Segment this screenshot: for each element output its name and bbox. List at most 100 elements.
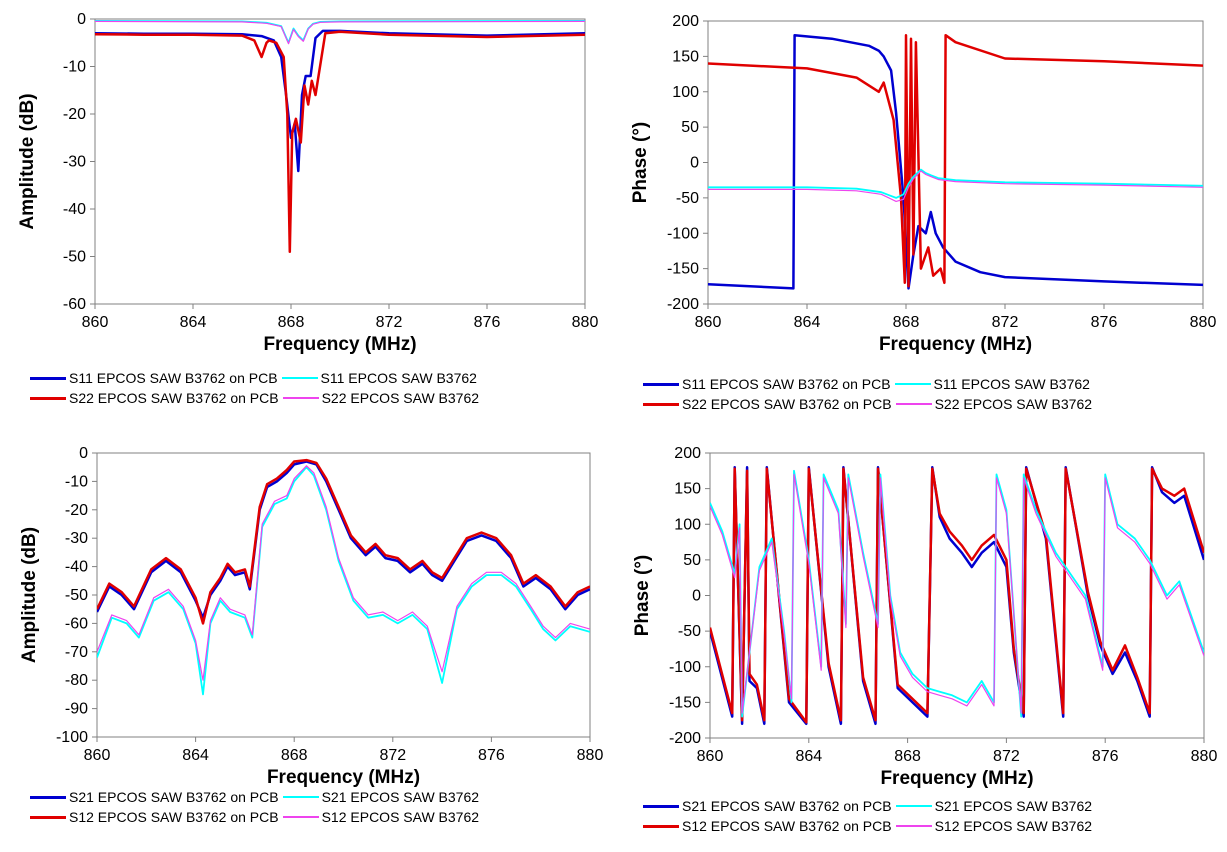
y-tick-label: 0 bbox=[79, 445, 88, 462]
y-axis-label: Amplitude (dB) bbox=[19, 527, 40, 663]
y-tick-label: -200 bbox=[669, 730, 701, 747]
y-tick-label: -30 bbox=[65, 530, 88, 547]
series-line-1 bbox=[95, 30, 585, 254]
legend-item: S22 EPCOS SAW B3762 on PCB bbox=[30, 388, 279, 408]
x-tick-label: 868 bbox=[278, 314, 305, 331]
y-tick-label: -80 bbox=[65, 672, 88, 689]
legend-row: S11 EPCOS SAW B3762 on PCB S11 EPCOS SAW … bbox=[30, 368, 479, 388]
x-tick-label: 860 bbox=[697, 748, 724, 765]
y-tick-label: -50 bbox=[678, 623, 701, 640]
y-tick-label: -20 bbox=[63, 106, 86, 123]
x-tick-label: 868 bbox=[894, 748, 921, 765]
legend-label: S22 EPCOS SAW B3762 bbox=[321, 390, 480, 406]
legend-swatch bbox=[895, 805, 932, 807]
legend-swatch bbox=[281, 377, 318, 379]
legend-swatch bbox=[643, 382, 679, 386]
y-tick-label: -10 bbox=[63, 59, 86, 76]
legend-label: S12 EPCOS SAW B3762 on PCB bbox=[69, 809, 279, 825]
y-tick-label: -50 bbox=[676, 190, 699, 207]
legend-item: S22 EPCOS SAW B3762 bbox=[895, 394, 1092, 414]
legend-swatch bbox=[30, 795, 66, 799]
x-tick-label: 880 bbox=[577, 747, 604, 764]
y-tick-label: -100 bbox=[56, 729, 88, 746]
legend-item: S12 EPCOS SAW B3762 bbox=[895, 816, 1093, 836]
legend-item: S22 EPCOS SAW B3762 bbox=[282, 388, 480, 408]
x-tick-label: 864 bbox=[795, 748, 822, 765]
legend-item: S11 EPCOS SAW B3762 on PCB bbox=[30, 368, 278, 388]
y-tick-label: -60 bbox=[63, 296, 86, 313]
x-tick-label: 860 bbox=[82, 314, 109, 331]
y-tick-label: 0 bbox=[692, 588, 701, 605]
series-line-0 bbox=[708, 33, 1203, 290]
y-tick-label: -50 bbox=[65, 587, 88, 604]
legend-swatch bbox=[282, 397, 319, 399]
x-tick-label: 876 bbox=[474, 314, 501, 331]
y-tick-label: -200 bbox=[667, 296, 699, 313]
legend-row: S11 EPCOS SAW B3762 on PCB S11 EPCOS SAW … bbox=[643, 374, 1092, 394]
legend-item: S12 EPCOS SAW B3762 on PCB bbox=[643, 816, 892, 836]
legend-swatch bbox=[894, 383, 931, 385]
legend-item: S22 EPCOS SAW B3762 on PCB bbox=[643, 394, 892, 414]
y-tick-label: -30 bbox=[63, 154, 86, 171]
x-tick-label: 860 bbox=[695, 314, 722, 331]
y-tick-label: 200 bbox=[674, 445, 701, 462]
legend-item: S21 EPCOS SAW B3762 bbox=[282, 787, 479, 807]
legend-row: S21 EPCOS SAW B3762 on PCB S21 EPCOS SAW … bbox=[643, 796, 1092, 816]
legend-label: S12 EPCOS SAW B3762 bbox=[934, 818, 1093, 834]
series-line-3 bbox=[97, 465, 590, 681]
s11-s22-amplitude-chart: 0 -10 -20 -30 -40 -50 -60 860 864 868 872 876 880 Fre… bbox=[0, 0, 613, 426]
legend-swatch bbox=[643, 824, 679, 828]
legend-item: S11 EPCOS SAW B3762 bbox=[281, 368, 477, 388]
legend-item: S11 EPCOS SAW B3762 on PCB bbox=[643, 374, 891, 394]
x-tick-label: 872 bbox=[993, 748, 1020, 765]
y-tick-label: -10 bbox=[65, 473, 88, 490]
x-tick-label: 872 bbox=[376, 314, 403, 331]
legend-label: S21 EPCOS SAW B3762 bbox=[934, 798, 1093, 814]
y-tick-label: -100 bbox=[669, 659, 701, 676]
x-axis-label: Frequency (MHz) bbox=[263, 334, 416, 355]
x-tick-label: 864 bbox=[180, 314, 207, 331]
y-tick-label: -20 bbox=[65, 502, 88, 519]
legend-swatch bbox=[30, 376, 66, 380]
series-line-1 bbox=[708, 33, 1203, 288]
y-tick-label: 50 bbox=[683, 552, 701, 569]
y-tick-label: 0 bbox=[690, 155, 699, 172]
legend: S21 EPCOS SAW B3762 on PCB S21 EPCOS SAW … bbox=[30, 787, 479, 827]
legend-swatch bbox=[643, 402, 679, 406]
legend-label: S22 EPCOS SAW B3762 on PCB bbox=[682, 396, 892, 412]
y-tick-label: -40 bbox=[63, 201, 86, 218]
y-tick-label: 100 bbox=[674, 516, 701, 533]
y-tick-label: -150 bbox=[669, 694, 701, 711]
legend: S11 EPCOS SAW B3762 on PCB S11 EPCOS SAW … bbox=[30, 368, 479, 408]
x-tick-label: 868 bbox=[281, 747, 308, 764]
y-tick-label: 200 bbox=[672, 13, 699, 30]
series-group bbox=[710, 466, 1204, 726]
legend-item: S12 EPCOS SAW B3762 on PCB bbox=[30, 807, 279, 827]
x-tick-label: 860 bbox=[84, 747, 111, 764]
y-tick-label: -60 bbox=[65, 615, 88, 632]
legend-swatch bbox=[30, 396, 66, 400]
legend: S11 EPCOS SAW B3762 on PCB S11 EPCOS SAW … bbox=[643, 374, 1092, 414]
legend-row: S21 EPCOS SAW B3762 on PCB S21 EPCOS SAW … bbox=[30, 787, 479, 807]
legend-item: S21 EPCOS SAW B3762 bbox=[895, 796, 1093, 816]
x-tick-label: 880 bbox=[1191, 748, 1218, 765]
y-tick-label: -90 bbox=[65, 701, 88, 718]
series-line-2 bbox=[708, 168, 1203, 199]
legend-swatch bbox=[895, 403, 932, 405]
s11-s22-phase-chart: 200 150 100 50 0 -50 -100 -150 -200 860 864 868 872 8… bbox=[613, 0, 1227, 426]
legend-row: S22 EPCOS SAW B3762 on PCB S22 EPCOS SAW … bbox=[643, 394, 1092, 414]
legend-label: S12 EPCOS SAW B3762 on PCB bbox=[682, 818, 892, 834]
legend-label: S21 EPCOS SAW B3762 on PCB bbox=[682, 798, 892, 814]
y-tick-label: -50 bbox=[63, 249, 86, 266]
series-group bbox=[708, 33, 1203, 290]
legend-row: S12 EPCOS SAW B3762 on PCB S12 EPCOS SAW … bbox=[643, 816, 1092, 836]
y-tick-label: -150 bbox=[667, 261, 699, 278]
x-tick-label: 880 bbox=[1190, 314, 1217, 331]
y-tick-label: 50 bbox=[681, 119, 699, 136]
y-tick-label: 150 bbox=[672, 48, 699, 65]
y-tick-label: 0 bbox=[77, 11, 86, 28]
x-tick-label: 876 bbox=[1091, 314, 1118, 331]
legend-label: S12 EPCOS SAW B3762 bbox=[321, 809, 480, 825]
